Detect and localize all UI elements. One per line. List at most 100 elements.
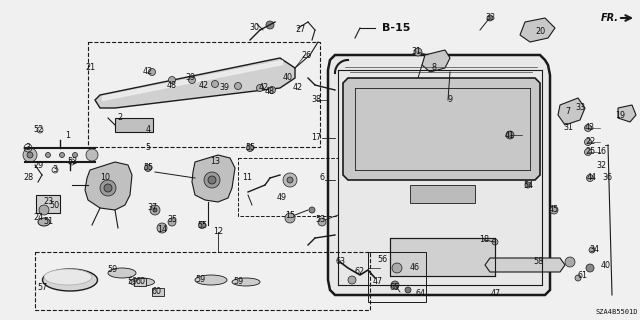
Text: 1: 1 bbox=[65, 131, 70, 140]
Text: 40: 40 bbox=[601, 260, 611, 269]
Circle shape bbox=[204, 172, 220, 188]
Text: 23: 23 bbox=[43, 197, 53, 206]
Circle shape bbox=[584, 148, 591, 156]
Text: 62: 62 bbox=[355, 268, 365, 276]
Circle shape bbox=[189, 76, 195, 84]
Text: FR.: FR. bbox=[601, 13, 619, 23]
Circle shape bbox=[309, 207, 315, 213]
Text: 21: 21 bbox=[85, 63, 95, 73]
Text: B-15: B-15 bbox=[382, 23, 410, 33]
Circle shape bbox=[198, 221, 205, 228]
Text: 3: 3 bbox=[26, 143, 31, 153]
Circle shape bbox=[492, 239, 498, 245]
Bar bbox=[152, 288, 164, 296]
Circle shape bbox=[575, 275, 581, 281]
Text: 31: 31 bbox=[563, 124, 573, 132]
Text: 30: 30 bbox=[249, 23, 259, 33]
Text: 53: 53 bbox=[315, 215, 325, 225]
Text: 29: 29 bbox=[33, 161, 43, 170]
Ellipse shape bbox=[195, 275, 227, 285]
Circle shape bbox=[153, 208, 157, 212]
Text: 6: 6 bbox=[319, 172, 324, 181]
Circle shape bbox=[414, 48, 422, 56]
Polygon shape bbox=[192, 155, 235, 202]
Text: 40: 40 bbox=[283, 74, 293, 83]
Circle shape bbox=[60, 153, 65, 157]
Text: 55: 55 bbox=[143, 164, 153, 172]
Text: SZA4B5501D: SZA4B5501D bbox=[595, 309, 637, 315]
Text: 48: 48 bbox=[265, 87, 275, 97]
Circle shape bbox=[266, 21, 274, 29]
Text: 52: 52 bbox=[33, 125, 43, 134]
Text: 8: 8 bbox=[431, 63, 436, 73]
Bar bbox=[36, 195, 60, 213]
Text: 5: 5 bbox=[145, 143, 150, 153]
Text: 17: 17 bbox=[311, 133, 321, 142]
Text: 59: 59 bbox=[233, 277, 243, 286]
Ellipse shape bbox=[38, 218, 50, 226]
Text: 39: 39 bbox=[185, 74, 195, 83]
Circle shape bbox=[318, 218, 326, 226]
Text: 13: 13 bbox=[210, 157, 220, 166]
Bar bbox=[88, 42, 320, 147]
Text: 22: 22 bbox=[585, 138, 595, 147]
Circle shape bbox=[550, 206, 558, 214]
Text: 41: 41 bbox=[505, 131, 515, 140]
Circle shape bbox=[269, 86, 275, 93]
Circle shape bbox=[391, 281, 399, 289]
Circle shape bbox=[575, 105, 581, 111]
Circle shape bbox=[586, 174, 593, 181]
Text: 50: 50 bbox=[49, 201, 59, 210]
Text: 57: 57 bbox=[37, 284, 47, 292]
Text: 47: 47 bbox=[491, 290, 501, 299]
Text: 7: 7 bbox=[565, 108, 571, 116]
Polygon shape bbox=[328, 55, 550, 295]
Polygon shape bbox=[485, 258, 565, 272]
Text: 12: 12 bbox=[213, 228, 223, 236]
Text: 45: 45 bbox=[549, 205, 559, 214]
Bar bbox=[390, 238, 495, 276]
Text: 43: 43 bbox=[585, 124, 595, 132]
Circle shape bbox=[287, 177, 293, 183]
Text: 60: 60 bbox=[151, 287, 161, 297]
Ellipse shape bbox=[232, 278, 260, 286]
Ellipse shape bbox=[42, 269, 97, 291]
Text: 20: 20 bbox=[535, 28, 545, 36]
Circle shape bbox=[39, 205, 49, 215]
Text: 14: 14 bbox=[157, 226, 167, 235]
Bar bbox=[238, 158, 338, 216]
Text: 33: 33 bbox=[575, 103, 585, 113]
Circle shape bbox=[168, 76, 175, 84]
Text: 31: 31 bbox=[411, 47, 421, 57]
Text: 26: 26 bbox=[301, 51, 311, 60]
Bar bbox=[410, 185, 475, 203]
Text: 60: 60 bbox=[135, 277, 145, 286]
Polygon shape bbox=[520, 18, 555, 42]
Text: 63: 63 bbox=[335, 258, 345, 267]
Text: 27: 27 bbox=[295, 26, 305, 35]
Text: 24: 24 bbox=[33, 213, 43, 222]
Text: 42: 42 bbox=[259, 84, 269, 92]
Text: 16: 16 bbox=[596, 148, 606, 156]
Text: 42: 42 bbox=[143, 68, 153, 76]
Text: 64: 64 bbox=[415, 290, 425, 299]
Polygon shape bbox=[422, 50, 450, 72]
Circle shape bbox=[584, 139, 591, 146]
Circle shape bbox=[584, 124, 591, 132]
Circle shape bbox=[168, 218, 176, 226]
Circle shape bbox=[565, 257, 575, 267]
Text: 59: 59 bbox=[127, 277, 137, 286]
Text: 2: 2 bbox=[117, 114, 123, 123]
Polygon shape bbox=[95, 58, 295, 108]
Circle shape bbox=[104, 184, 112, 192]
Bar bbox=[134, 278, 146, 286]
Text: 34: 34 bbox=[589, 245, 599, 254]
Ellipse shape bbox=[129, 278, 154, 286]
Ellipse shape bbox=[108, 268, 136, 278]
Text: 25: 25 bbox=[585, 148, 595, 156]
Text: 11: 11 bbox=[242, 173, 252, 182]
Text: 54: 54 bbox=[523, 180, 533, 189]
Polygon shape bbox=[558, 98, 585, 125]
Circle shape bbox=[23, 148, 37, 162]
Text: 42: 42 bbox=[293, 84, 303, 92]
